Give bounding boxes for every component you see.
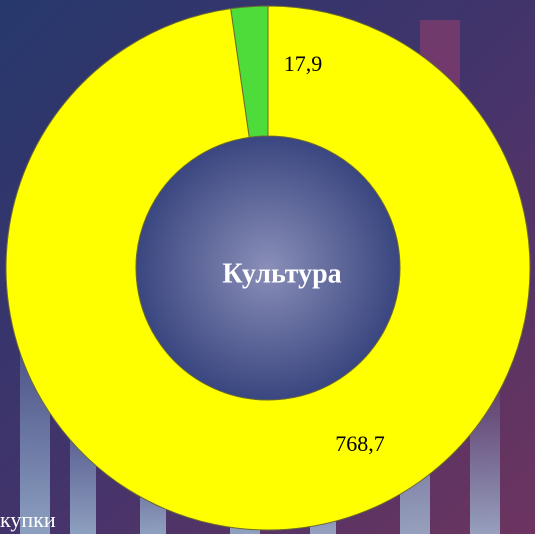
legend-text: купки: [0, 507, 56, 532]
slices: [5, 5, 531, 531]
center-label: Культура: [222, 258, 341, 289]
slice: [5, 5, 531, 531]
value-label: 17,9: [284, 51, 323, 76]
value-label: 768,7: [335, 431, 385, 456]
donut-hole: [136, 136, 400, 400]
